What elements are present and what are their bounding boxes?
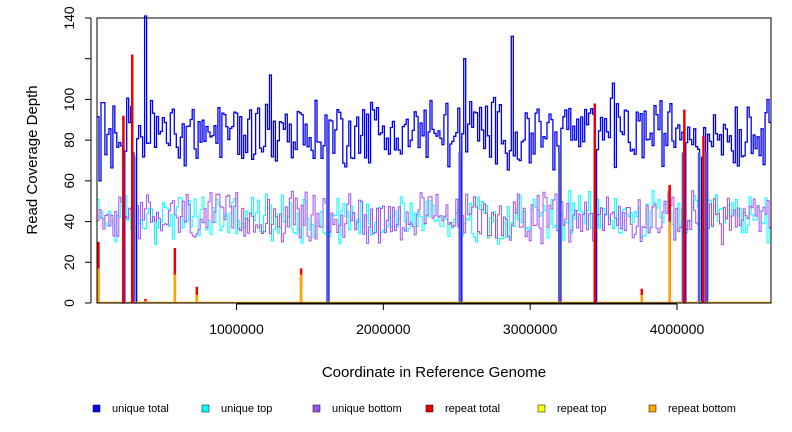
legend-swatch: [648, 404, 657, 413]
y-tick-label: 40: [61, 214, 77, 230]
legend-label: unique total: [112, 403, 169, 415]
legend-label: repeat total: [445, 403, 500, 415]
legend-item-repeat-bottom: repeat bottom: [648, 403, 736, 415]
legend-item-unique-bottom: unique bottom: [312, 403, 402, 415]
y-tick-label: 80: [61, 132, 77, 148]
y-tick-label: 140: [61, 6, 77, 30]
legend-item-unique-total: unique total: [92, 403, 169, 415]
series-line-unique-top: [97, 190, 771, 304]
legend-swatch: [537, 404, 546, 413]
y-axis: 0 20 40 60 80 100 140: [61, 6, 92, 307]
y-axis-title: Read Coverage Depth: [24, 85, 41, 234]
x-tick-label: 4000000: [650, 321, 705, 337]
legend-label: repeat top: [557, 403, 607, 415]
plot-frame: [96, 17, 772, 304]
legend-label: unique top: [221, 403, 272, 415]
legend-swatch: [312, 404, 321, 413]
legend-item-repeat-top: repeat top: [537, 403, 607, 415]
x-axis-title: Coordinate in Reference Genome: [322, 364, 546, 381]
legend-swatch: [425, 404, 434, 413]
series-layer: [97, 15, 771, 304]
x-tick-label: 2000000: [356, 321, 411, 337]
y-tick-label: 0: [61, 299, 77, 307]
series-line-unique-bottom: [97, 190, 771, 304]
y-tick-label: 100: [61, 88, 77, 112]
legend: unique total unique top unique bottom repea…: [92, 403, 736, 415]
legend-item-unique-top: unique top: [201, 403, 272, 415]
x-tick-label: 3000000: [503, 321, 558, 337]
legend-swatch: [92, 404, 101, 413]
x-tick-label: 1000000: [209, 321, 264, 337]
y-tick-label: 60: [61, 173, 77, 189]
legend-swatch: [201, 404, 210, 413]
y-tick-label: 20: [61, 254, 77, 270]
legend-label: repeat bottom: [668, 403, 736, 415]
series-line-unique-total: [97, 15, 771, 304]
legend-label: unique bottom: [332, 403, 402, 415]
x-axis: 1000000 2000000 3000000 4000000: [209, 303, 705, 337]
legend-item-repeat-total: repeat total: [425, 403, 500, 415]
